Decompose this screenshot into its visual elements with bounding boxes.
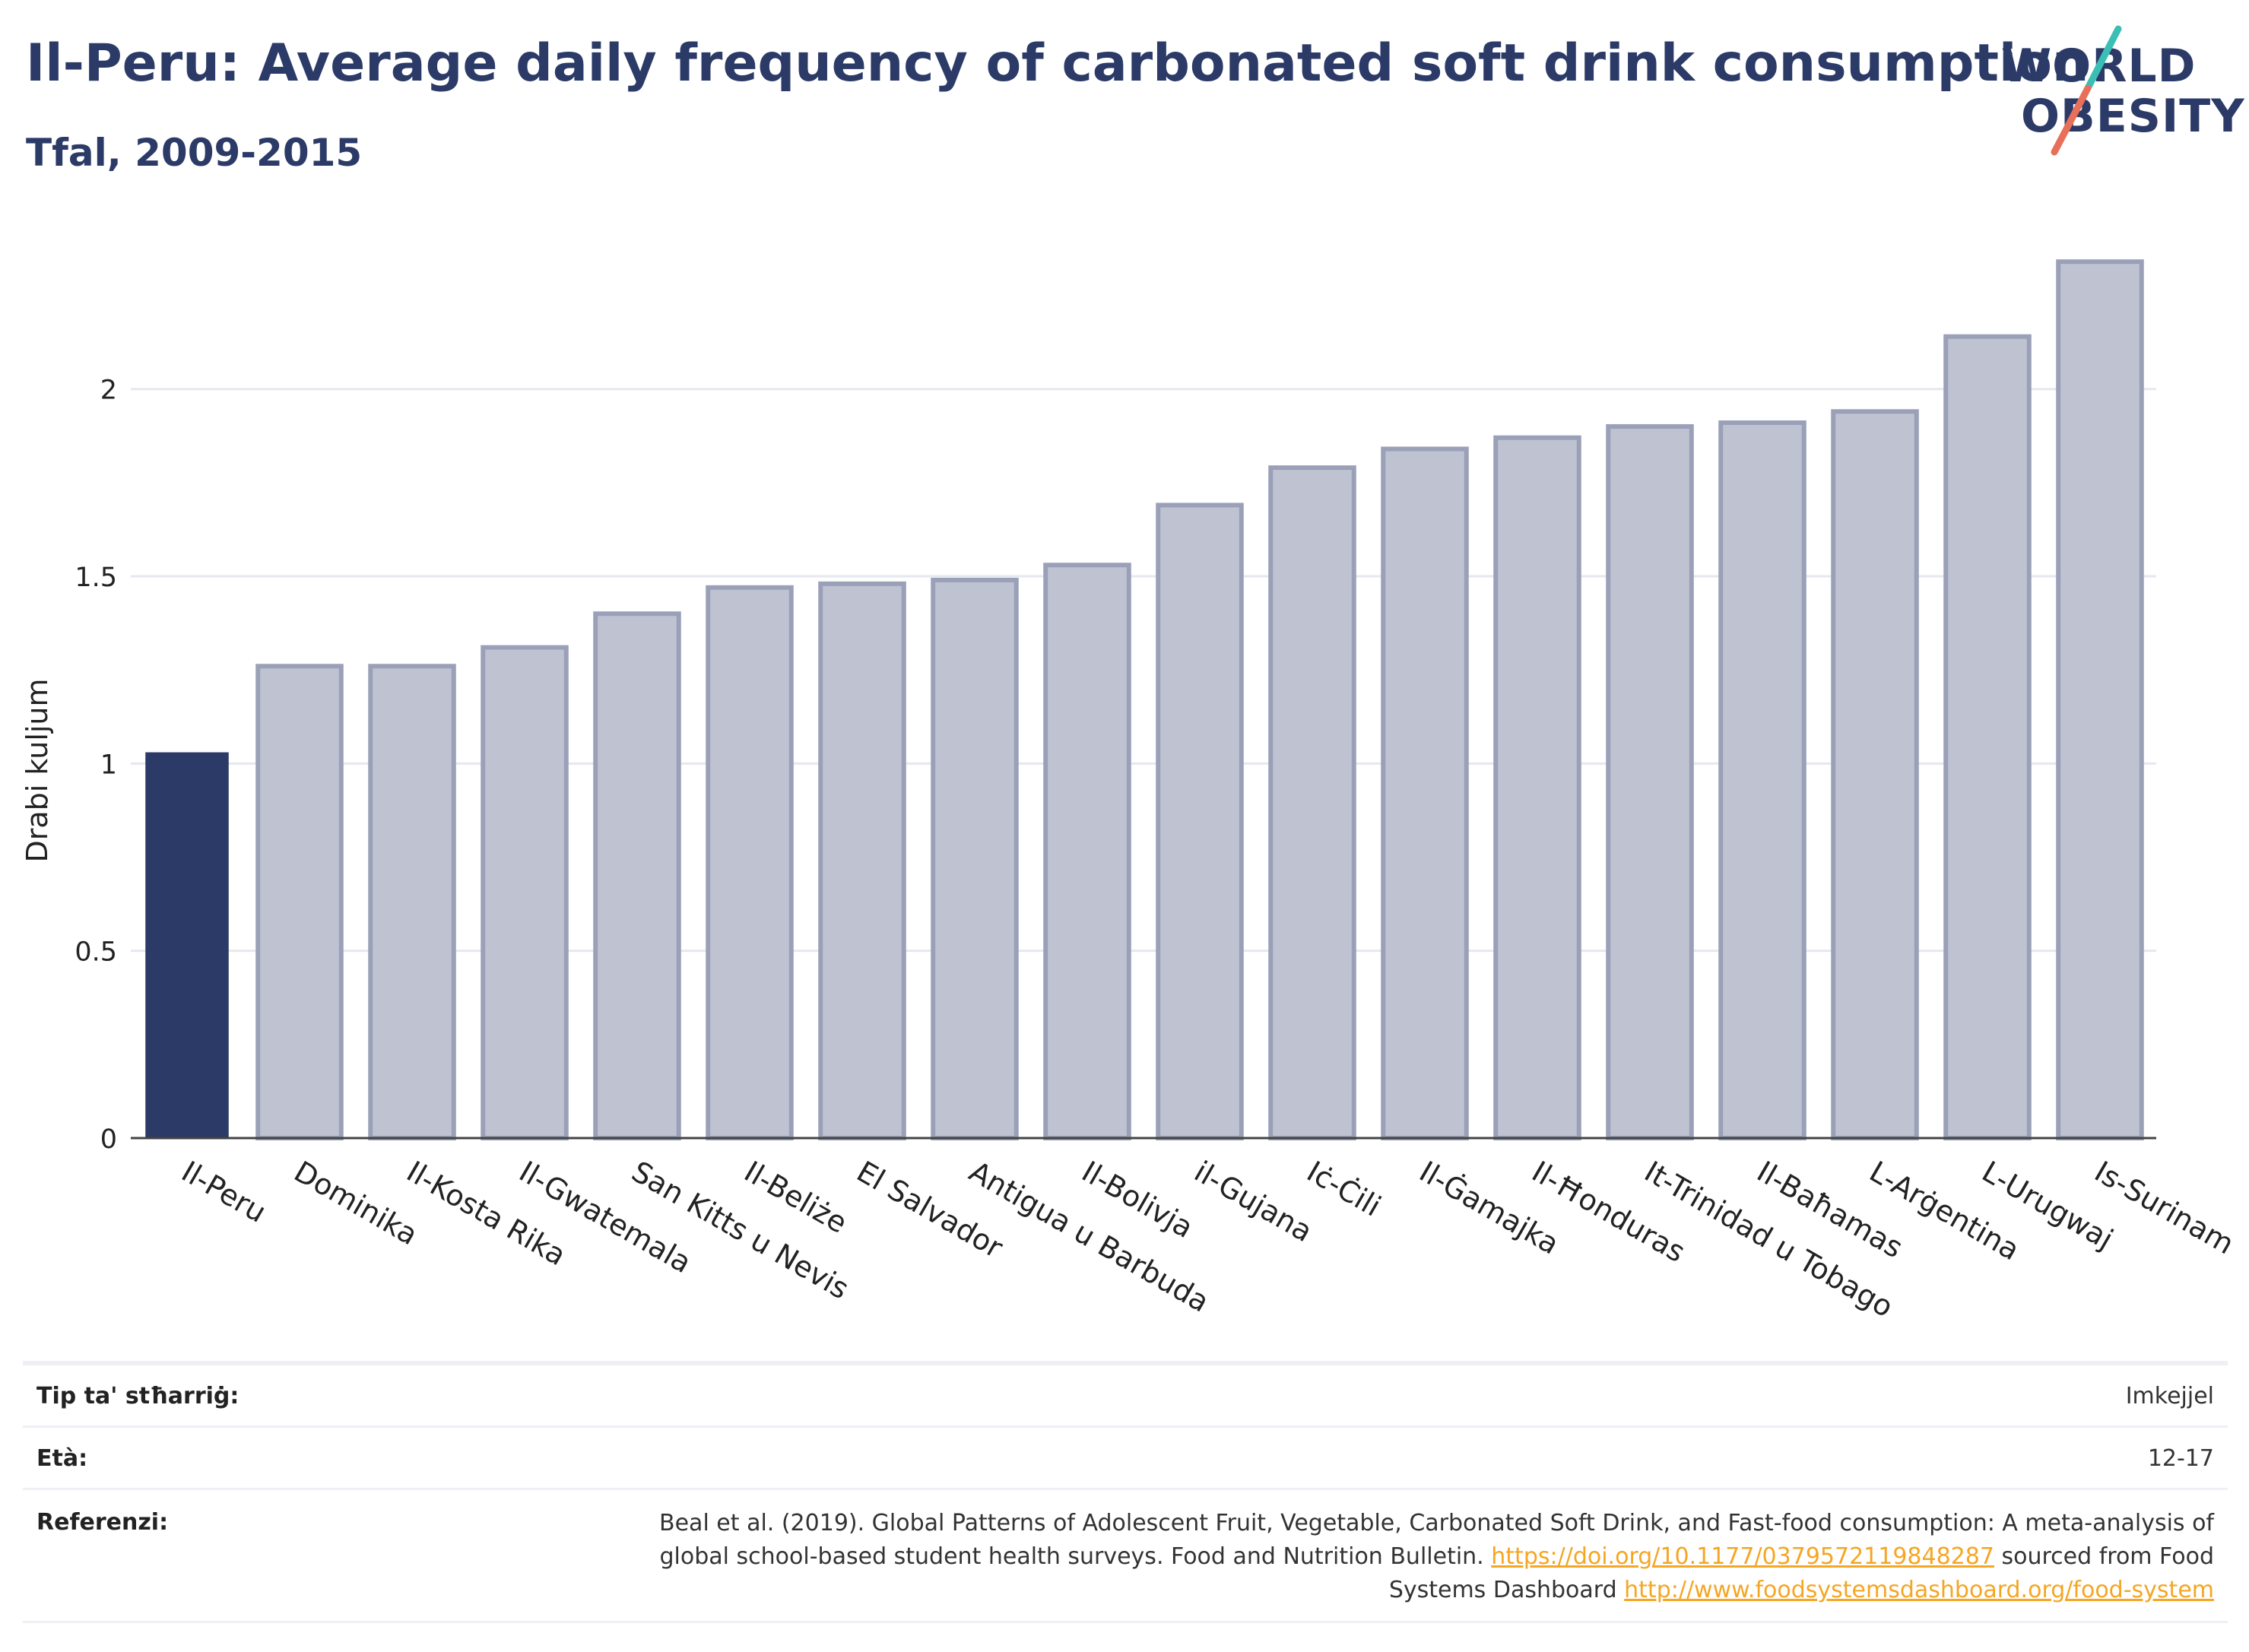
- reference-citation: Beal et al. (2019). Global Patterns of A…: [659, 1510, 2214, 1570]
- bar-it-trinidad-u-tobago[interactable]: [1606, 423, 1694, 1140]
- y-tick-label: 1: [100, 750, 117, 780]
- reference-text: Beal et al. (2019). Global Patterns of A…: [617, 1507, 2214, 1607]
- bar-il-peru[interactable]: [145, 752, 229, 1138]
- bar-il-gwatemala[interactable]: [481, 645, 569, 1140]
- x-tick-label: il-Gujana: [1189, 1155, 1318, 1249]
- x-tick-label: Iċ-Ċili: [1302, 1155, 1387, 1223]
- bar-il-onduras[interactable]: [1493, 435, 1581, 1140]
- bar-antigua-u-barbuda[interactable]: [931, 577, 1019, 1140]
- survey-type-value: Imkejjel: [2125, 1383, 2214, 1409]
- bar-san-kitts-u-nevis[interactable]: [593, 611, 681, 1140]
- bar-il-bolivja[interactable]: [1043, 563, 1131, 1140]
- bar-l-urugwaj[interactable]: [1943, 334, 2032, 1141]
- x-tick-label: Is-Surinam: [2089, 1155, 2240, 1261]
- y-axis-title: Drabi kuljum: [21, 678, 54, 862]
- bar-il-kosta-rika[interactable]: [368, 664, 456, 1140]
- y-tick-label: 0: [100, 1124, 117, 1155]
- age-row: Età: 12-17: [23, 1425, 2228, 1490]
- bar-il-beli-e[interactable]: [706, 585, 794, 1140]
- bar-il-ba-amas[interactable]: [1718, 420, 1806, 1140]
- grid-lines: [131, 388, 2156, 953]
- chart-subtitle: Tfal, 2009-2015: [26, 131, 363, 175]
- reference-source: sourced from Food Systems Dashboard: [1388, 1543, 2214, 1603]
- reference-label: Referenzi:: [36, 1509, 169, 1536]
- survey-type-label: Tip ta' stħarriġ:: [36, 1383, 239, 1409]
- x-tick-label: Dominika: [289, 1155, 423, 1252]
- y-tick-label: 1.5: [75, 563, 117, 593]
- reference-row: Referenzi: Beal et al. (2019). Global Pa…: [23, 1488, 2228, 1623]
- bar-i-ili[interactable]: [1268, 465, 1356, 1140]
- doi-link[interactable]: https://doi.org/10.1177/0379572119848287: [1491, 1543, 1994, 1570]
- survey-type-row: Tip ta' stħarriġ: Imkejjel: [23, 1363, 2228, 1428]
- bar-l-ar-entina[interactable]: [1831, 409, 1919, 1140]
- bar-is-surinam[interactable]: [2056, 259, 2144, 1140]
- bar-il-gujana[interactable]: [1156, 503, 1244, 1140]
- metadata-table: Tip ta' stħarriġ: Imkejjel Età: 12-17 Re…: [23, 1361, 2228, 1623]
- bar-dominika[interactable]: [255, 664, 344, 1140]
- world-obesity-logo: WORLD OBESITY: [1992, 23, 2244, 160]
- bars: [145, 259, 2144, 1141]
- logo-word-obesity: OBESITY: [2021, 90, 2245, 143]
- age-label: Età:: [36, 1445, 88, 1472]
- logo-slash-icon: [2051, 25, 2122, 156]
- y-axis-ticks: 0 0.5 1 1.5 2: [75, 376, 117, 1155]
- dashboard-link[interactable]: http://www.foodsystemsdashboard.org/food…: [1624, 1577, 2214, 1603]
- y-tick-label: 0.5: [75, 937, 117, 968]
- bar-el-salvador[interactable]: [818, 581, 906, 1140]
- bar-il-amajka[interactable]: [1381, 446, 1469, 1140]
- age-value: 12-17: [2147, 1445, 2214, 1472]
- x-tick-label: Il-Peru: [176, 1155, 272, 1229]
- y-tick-label: 2: [100, 376, 117, 406]
- chart-title: Il-Peru: Average daily frequency of carb…: [26, 33, 2089, 94]
